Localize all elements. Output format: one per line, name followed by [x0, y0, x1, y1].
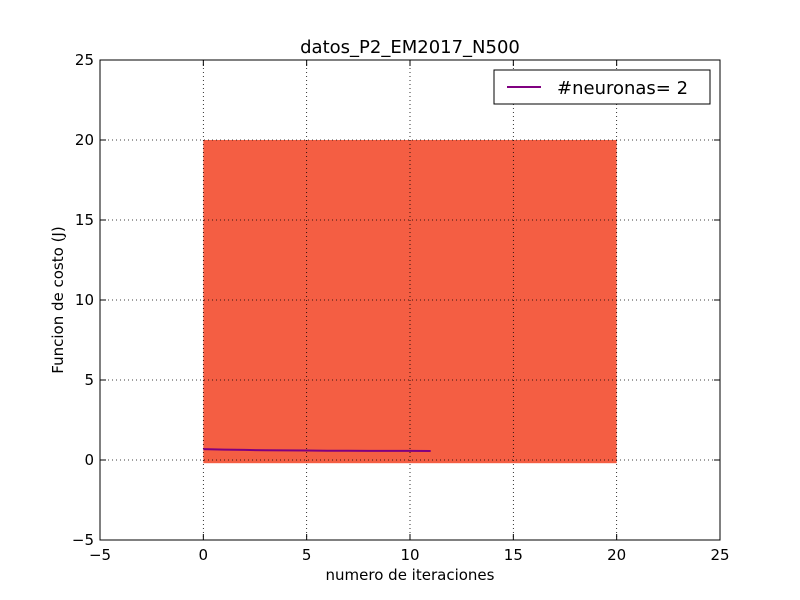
legend: #neuronas= 2 [493, 69, 711, 105]
x-tick-label: 10 [400, 546, 419, 564]
y-tick-label: 15 [75, 211, 94, 229]
shaded-region-layer [203, 140, 617, 464]
y-tick-label: −5 [72, 531, 94, 549]
series-layer [203, 448, 431, 453]
chart-title: datos_P2_EM2017_N500 [300, 37, 520, 58]
y-tick-label: 5 [84, 371, 94, 389]
x-tick-label: 0 [199, 546, 209, 564]
y-axis-label: Funcion de costo (J) [49, 226, 67, 373]
x-tick-label: 25 [710, 546, 729, 564]
y-tick-label: 0 [84, 451, 94, 469]
legend-label: #neuronas= 2 [557, 78, 688, 99]
x-tick-label: −5 [89, 546, 111, 564]
tick-layer: −5 0 5 10 15 20 25 −5 0 5 10 15 20 25 [72, 51, 730, 564]
x-tick-label: 5 [302, 546, 312, 564]
y-tick-label: 25 [75, 51, 94, 69]
series-line [203, 448, 431, 453]
y-tick-label: 20 [75, 131, 94, 149]
shaded-region [203, 140, 617, 464]
x-axis-label: numero de iteraciones [326, 566, 495, 584]
y-tick-label: 10 [75, 291, 94, 309]
x-tick-label: 20 [607, 546, 626, 564]
x-tick-label: 15 [504, 546, 523, 564]
